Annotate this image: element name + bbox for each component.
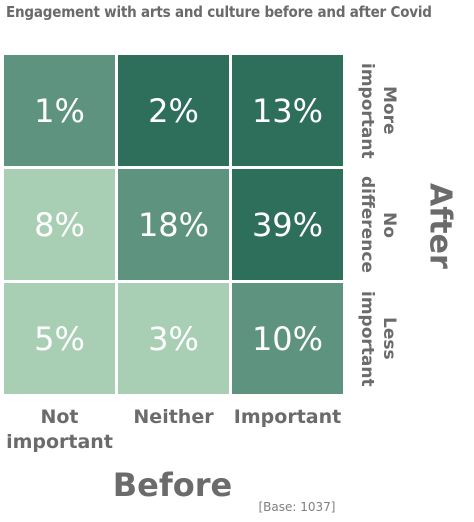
base-note: [Base: 1037]: [258, 500, 336, 514]
y-axis-label: After: [422, 183, 458, 269]
heatmap-grid: 1% 2% 13% 8% 18% 39% 5% 3% 10%: [4, 55, 343, 395]
row-label-no-difference: No difference: [357, 176, 399, 273]
heatmap-cell: 39%: [232, 169, 343, 280]
heatmap-cell: 5%: [4, 283, 115, 394]
heatmap-cell: 18%: [118, 169, 229, 280]
heatmap-cell: 13%: [232, 55, 343, 166]
heatmap-cell: 3%: [118, 283, 229, 394]
heatmap-cell: 2%: [118, 55, 229, 166]
row-label-more-important: More important: [357, 62, 399, 159]
heatmap-cell: 8%: [4, 169, 115, 280]
x-axis-label: Before: [112, 466, 233, 504]
chart-title: Engagement with arts and culture before …: [6, 3, 432, 21]
column-label-not-important: Not important: [6, 406, 113, 453]
heatmap-cell: 1%: [4, 55, 115, 166]
column-label-important: Important: [233, 406, 342, 428]
row-label-less-important: Less important: [357, 290, 399, 387]
column-label-neither: Neither: [133, 406, 214, 428]
heatmap-cell: 10%: [232, 283, 343, 394]
